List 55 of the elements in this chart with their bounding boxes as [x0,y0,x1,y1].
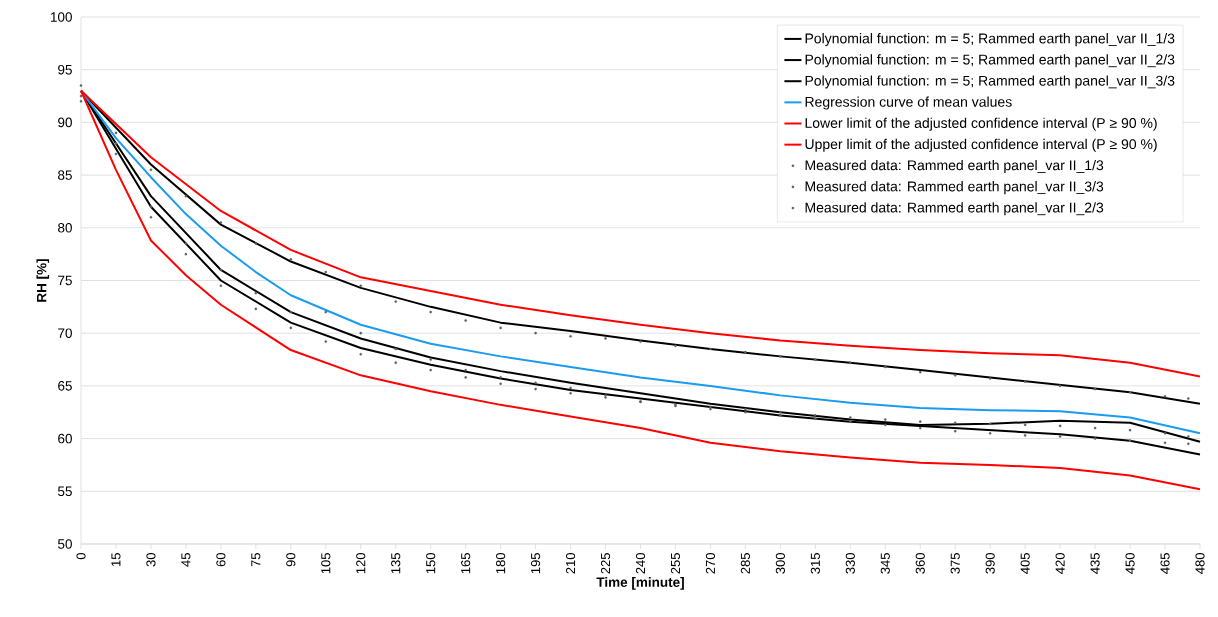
legend-label: Regression curve of mean values [805,96,1012,110]
x-tick-label: 75 [251,553,261,567]
x-tick-label: 420 [1055,553,1065,574]
legend-label: Polynomial function: m = 5; Rammed earth panel_var II_2/3 [805,54,1175,68]
y-tick-label: 85 [58,170,72,180]
x-tick-label: 375 [950,553,960,574]
legend-label: Polynomial function: m = 5; Rammed earth panel_var II_3/3 [805,75,1175,89]
x-tick-label: 15 [111,553,121,566]
x-axis-title: Time [minute] [596,577,684,590]
x-tick-label: 255 [670,553,681,574]
y-tick-label: 75 [58,275,72,286]
y-tick-label: 50 [57,539,72,549]
legend-label: Measured data: Rammed earth panel_var II_3/3 [805,181,1104,195]
x-tick-label: 405 [1020,553,1030,574]
y-tick-label: 80 [58,223,72,233]
x-tick-label: 210 [565,553,576,574]
legend-label: Upper limit of the adjusted confidence interval (P ≥ 90 %) [805,138,1157,152]
y-tick-label: 95 [58,64,72,75]
x-tick-label: 165 [461,553,471,574]
x-tick-label: 45 [181,553,191,567]
x-tick-label: 105 [321,553,331,574]
y-tick-label: 100 [50,12,72,22]
y-tick-label: 65 [58,381,72,391]
x-tick-label: 345 [880,553,890,574]
x-tick-label: 450 [1125,553,1135,574]
y-axis-title: RH [%] [36,259,50,302]
legend-label: Measured data: Rammed earth panel_var II_2/3 [805,202,1104,216]
y-tick-label: 55 [57,486,72,496]
legend-label: Polynomial function: m = 5; Rammed earth panel_var II_1/3 [805,33,1175,47]
x-tick-label: 330 [845,553,855,574]
y-tick-label: 60 [58,433,72,444]
y-tick-label: 70 [58,328,72,338]
x-tick-label: 435 [1090,553,1100,574]
legend-label: Measured data: Rammed earth panel_var II_1/3 [805,159,1104,174]
x-tick-label: 0 [76,553,86,560]
legend-label: Lower limit of the adjusted confidence interval (P ≥ 90 %) [805,117,1157,131]
x-tick-label: 300 [775,553,785,574]
x-tick-label: 60 [216,553,226,567]
x-tick-label: 90 [286,553,296,567]
x-tick-label: 315 [810,553,820,574]
x-tick-label: 360 [915,553,925,574]
x-tick-label: 150 [426,553,436,574]
x-tick-label: 390 [985,553,995,574]
x-tick-label: 30 [146,553,156,567]
x-tick-label: 465 [1160,553,1170,574]
x-tick-label: 225 [600,553,611,574]
x-tick-label: 120 [356,553,366,574]
x-tick-label: 135 [391,553,401,574]
x-tick-label: 270 [705,553,716,574]
x-tick-label: 285 [740,553,751,574]
x-tick-label: 480 [1195,553,1205,574]
x-tick-label: 240 [635,553,646,574]
x-tick-label: 180 [496,553,506,574]
y-tick-label: 90 [58,117,72,128]
x-tick-label: 195 [530,553,541,574]
